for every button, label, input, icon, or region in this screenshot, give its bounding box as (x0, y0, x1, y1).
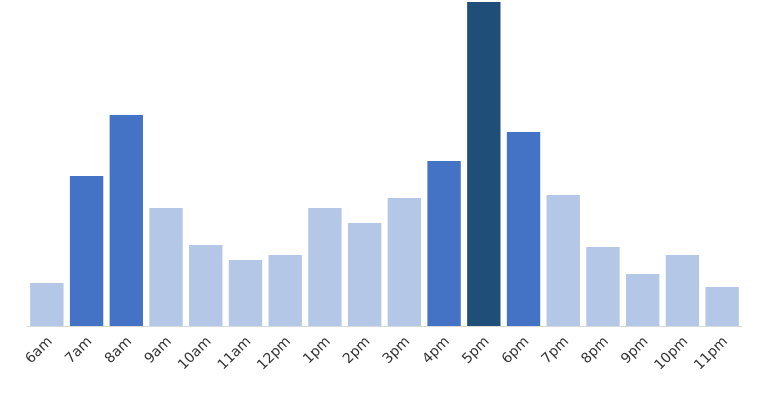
bar (626, 274, 660, 326)
bar (268, 255, 302, 326)
x-tick-label: 12pm (254, 334, 294, 374)
x-tick-label: 3pm (380, 334, 414, 368)
x-tick-label: 11am (215, 334, 255, 374)
x-tick-label: 6am (22, 334, 55, 367)
x-tick-label: 4pm (419, 334, 453, 368)
bar (387, 198, 422, 326)
bar (546, 195, 580, 326)
bar (586, 247, 620, 326)
x-tick-label: 2pm (340, 334, 374, 368)
bar (427, 161, 461, 326)
bar (228, 260, 263, 326)
bar (705, 287, 739, 326)
x-tick-label: 11pm (691, 334, 731, 374)
bar (347, 223, 382, 326)
x-tick-label: 7am (62, 334, 95, 367)
x-tick-label: 8am (102, 334, 135, 367)
bar (506, 132, 541, 326)
bar (467, 2, 501, 326)
bar (109, 115, 143, 326)
bar (189, 245, 223, 326)
x-tick-label: 10pm (651, 334, 691, 374)
bar (69, 176, 104, 326)
x-tick-label: 1pm (300, 334, 334, 368)
x-tick-label: 9pm (618, 334, 652, 368)
x-tick-label: 7pm (539, 334, 573, 368)
bar (308, 208, 342, 326)
bar (30, 283, 64, 326)
x-tick-label: 5pm (459, 334, 493, 368)
x-tick-label: 6pm (499, 334, 533, 368)
x-tick-label: 9am (142, 334, 175, 367)
bar (665, 255, 700, 326)
x-tick-label: 8pm (578, 334, 612, 368)
bar (149, 208, 183, 326)
x-tick-label: 10am (175, 334, 215, 374)
